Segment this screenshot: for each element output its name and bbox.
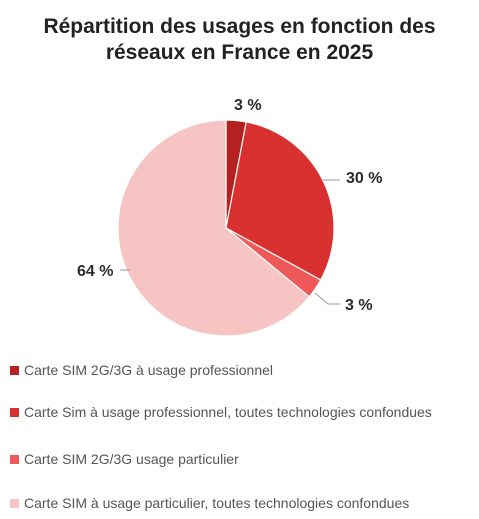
- legend-label: Carte SIM 2G/3G à usage professionnel: [24, 362, 274, 378]
- data-label-sim-part-all: 64 %: [77, 263, 113, 280]
- legend-item-sim-pro-all: Carte Sim à usage professionnel, toutes …: [10, 402, 432, 422]
- data-label-sim-pro-all: 30 %: [346, 170, 382, 187]
- chart-title-line-2: réseaux en France en 2025: [105, 41, 374, 64]
- legend-label: Carte Sim à usage professionnel, toutes …: [24, 404, 432, 420]
- legend-item-sim-2g3g-part: Carte SIM 2G/3G usage particulier: [10, 449, 239, 469]
- leader-line-sim-2g3g-part: [314, 292, 340, 305]
- legend-label: Carte SIM à usage particulier, toutes te…: [24, 495, 410, 511]
- chart-title-line-1: Répartition des usages en fonction des: [43, 15, 436, 38]
- legend-label: Carte SIM 2G/3G usage particulier: [24, 451, 239, 467]
- legend-swatch: [10, 454, 19, 464]
- legend-swatch: [10, 498, 19, 508]
- pie-slice-sim-part-all: [117, 119, 311, 337]
- data-label-sim-2g3g-pro: 3 %: [234, 97, 262, 114]
- data-label-sim-2g3g-part: 3 %: [345, 297, 373, 314]
- legend-item-sim-2g3g-pro: Carte SIM 2G/3G à usage professionnel: [10, 360, 273, 380]
- pie-slice-sim-pro-all: [225, 121, 335, 281]
- legend-item-sim-part-all: Carte SIM à usage particulier, toutes te…: [10, 493, 409, 513]
- legend-swatch: [10, 365, 19, 375]
- legend-swatch: [10, 407, 19, 417]
- chart-title: Répartition des usages en fonction des r…: [0, 14, 479, 66]
- pie-chart: 3 % 30 % 3 % 64 %: [77, 97, 382, 337]
